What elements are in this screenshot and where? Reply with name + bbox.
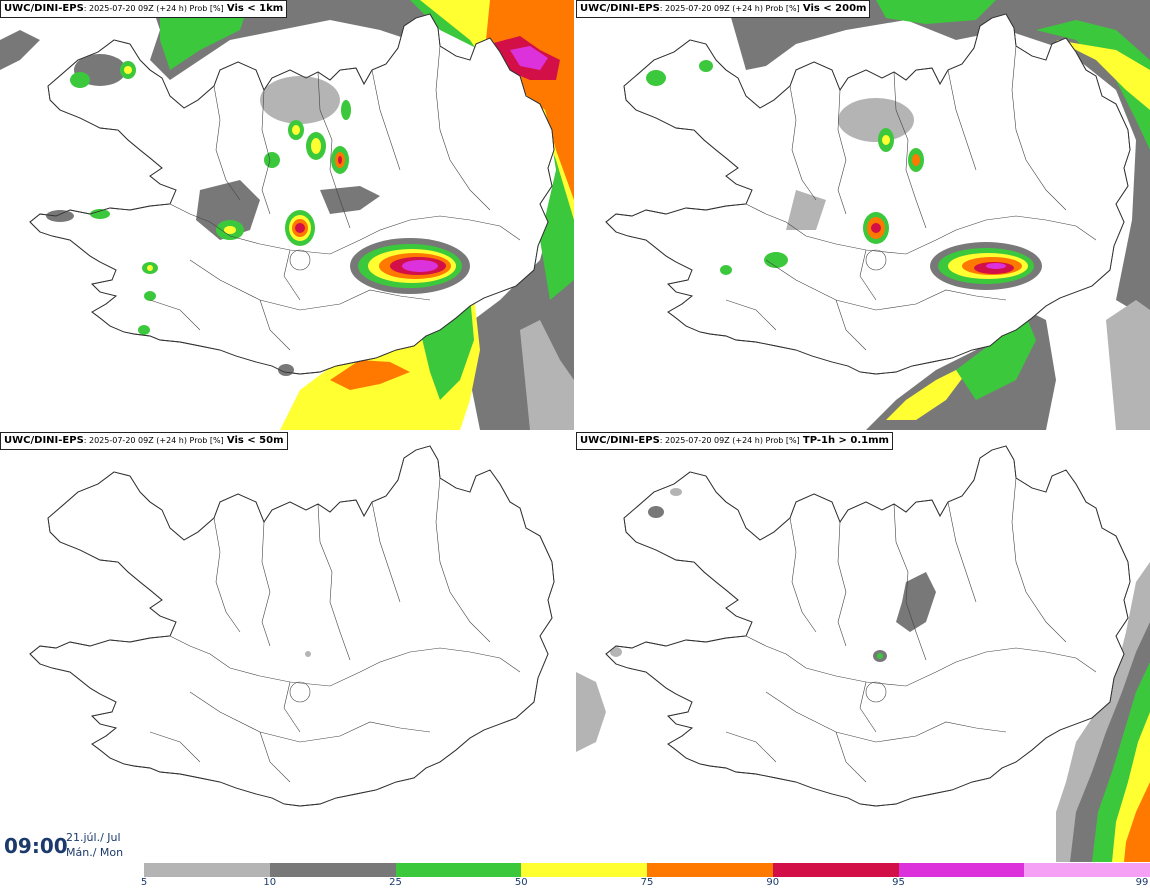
colorbar-tick-label: 99 bbox=[1135, 877, 1149, 888]
forecast-meta: : 2025-07-20 09Z (+24 h) Prob [%] bbox=[83, 436, 224, 445]
colorbar-tick-label: 5 bbox=[140, 877, 148, 888]
colorbar-tick-label: 95 bbox=[892, 877, 905, 888]
model-name: UWC/DINI-EPS bbox=[4, 3, 84, 14]
map-panel-vis-200m: UWC/DINI-EPS: 2025-07-20 09Z (+24 h) Pro… bbox=[576, 0, 1150, 430]
probability-map-tp-1h bbox=[576, 445, 1150, 862]
panel-title-tp-1h: UWC/DINI-EPS: 2025-07-20 09Z (+24 h) Pro… bbox=[576, 432, 893, 450]
variable-name: Vis < 50m bbox=[226, 435, 284, 446]
colorbar-tick-label: 25 bbox=[389, 877, 402, 888]
probability-map-vis-50m bbox=[29, 445, 555, 807]
probability-colorbar bbox=[144, 863, 1150, 877]
colorbar-tick-label: 10 bbox=[263, 877, 277, 888]
model-name: UWC/DINI-EPS bbox=[580, 435, 660, 446]
valid-date: 21.júl./ Jul bbox=[66, 831, 121, 844]
probability-map-vis-200m bbox=[605, 0, 1150, 430]
colorbar-segment bbox=[898, 863, 1025, 877]
colorbar-segment bbox=[1024, 863, 1150, 877]
panel-title-vis-50m: UWC/DINI-EPS: 2025-07-20 09Z (+24 h) Pro… bbox=[0, 432, 288, 450]
map-panel-vis-1km: UWC/DINI-EPS: 2025-07-20 09Z (+24 h) Pro… bbox=[0, 0, 574, 430]
valid-time-box: 09:00 21.júl./ Jul Mán./ Mon bbox=[0, 828, 130, 864]
model-name: UWC/DINI-EPS bbox=[580, 3, 660, 14]
colorbar-tick-label: 75 bbox=[640, 877, 654, 888]
colorbar-segment bbox=[647, 863, 773, 877]
forecast-meta: : 2025-07-20 09Z (+24 h) Prob [%] bbox=[659, 436, 800, 445]
valid-time: 09:00 bbox=[4, 834, 68, 858]
colorbar-segment bbox=[395, 863, 522, 877]
forecast-meta: : 2025-07-20 09Z (+24 h) Prob [%] bbox=[83, 4, 224, 13]
variable-name: Vis < 200m bbox=[802, 3, 867, 14]
map-panel-tp-1h: UWC/DINI-EPS: 2025-07-20 09Z (+24 h) Pro… bbox=[576, 432, 1150, 862]
panel-title-vis-200m: UWC/DINI-EPS: 2025-07-20 09Z (+24 h) Pro… bbox=[576, 0, 871, 18]
colorbar-segment bbox=[521, 863, 647, 877]
variable-name: TP-1h > 0.1mm bbox=[802, 435, 889, 446]
colorbar-segment bbox=[269, 863, 396, 877]
colorbar-segment bbox=[772, 863, 899, 877]
forecast-meta: : 2025-07-20 09Z (+24 h) Prob [%] bbox=[659, 4, 800, 13]
model-name: UWC/DINI-EPS bbox=[4, 435, 84, 446]
colorbar-segment bbox=[144, 863, 270, 877]
colorbar-tick-label: 50 bbox=[514, 877, 528, 888]
map-panel-vis-50m: UWC/DINI-EPS: 2025-07-20 09Z (+24 h) Pro… bbox=[0, 432, 574, 862]
colorbar-tick-label: 90 bbox=[766, 877, 780, 888]
variable-name: Vis < 1km bbox=[226, 3, 284, 14]
valid-weekday: Mán./ Mon bbox=[66, 846, 124, 859]
probability-map-vis-1km bbox=[0, 0, 574, 430]
panel-title-vis-1km: UWC/DINI-EPS: 2025-07-20 09Z (+24 h) Pro… bbox=[0, 0, 288, 18]
